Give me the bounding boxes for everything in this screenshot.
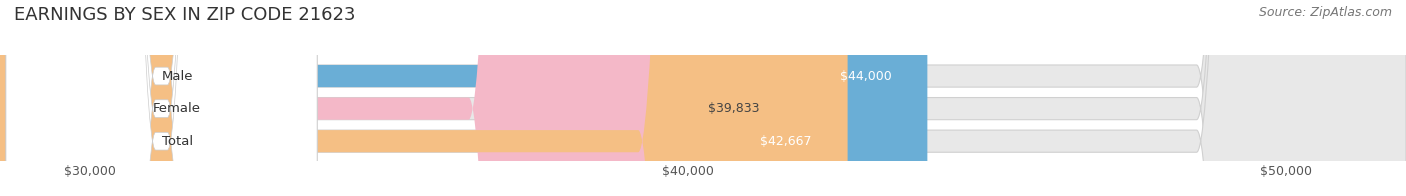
FancyBboxPatch shape xyxy=(0,0,848,196)
Text: EARNINGS BY SEX IN ZIP CODE 21623: EARNINGS BY SEX IN ZIP CODE 21623 xyxy=(14,6,356,24)
FancyBboxPatch shape xyxy=(6,0,318,196)
Text: $44,000: $44,000 xyxy=(839,70,891,83)
FancyBboxPatch shape xyxy=(0,0,678,196)
Text: Total: Total xyxy=(162,135,193,148)
Text: Source: ZipAtlas.com: Source: ZipAtlas.com xyxy=(1258,6,1392,19)
Text: Male: Male xyxy=(162,70,193,83)
FancyBboxPatch shape xyxy=(6,0,318,196)
Text: $39,833: $39,833 xyxy=(709,102,759,115)
Text: Female: Female xyxy=(153,102,201,115)
FancyBboxPatch shape xyxy=(6,0,318,196)
Text: $42,667: $42,667 xyxy=(761,135,811,148)
FancyBboxPatch shape xyxy=(0,0,928,196)
